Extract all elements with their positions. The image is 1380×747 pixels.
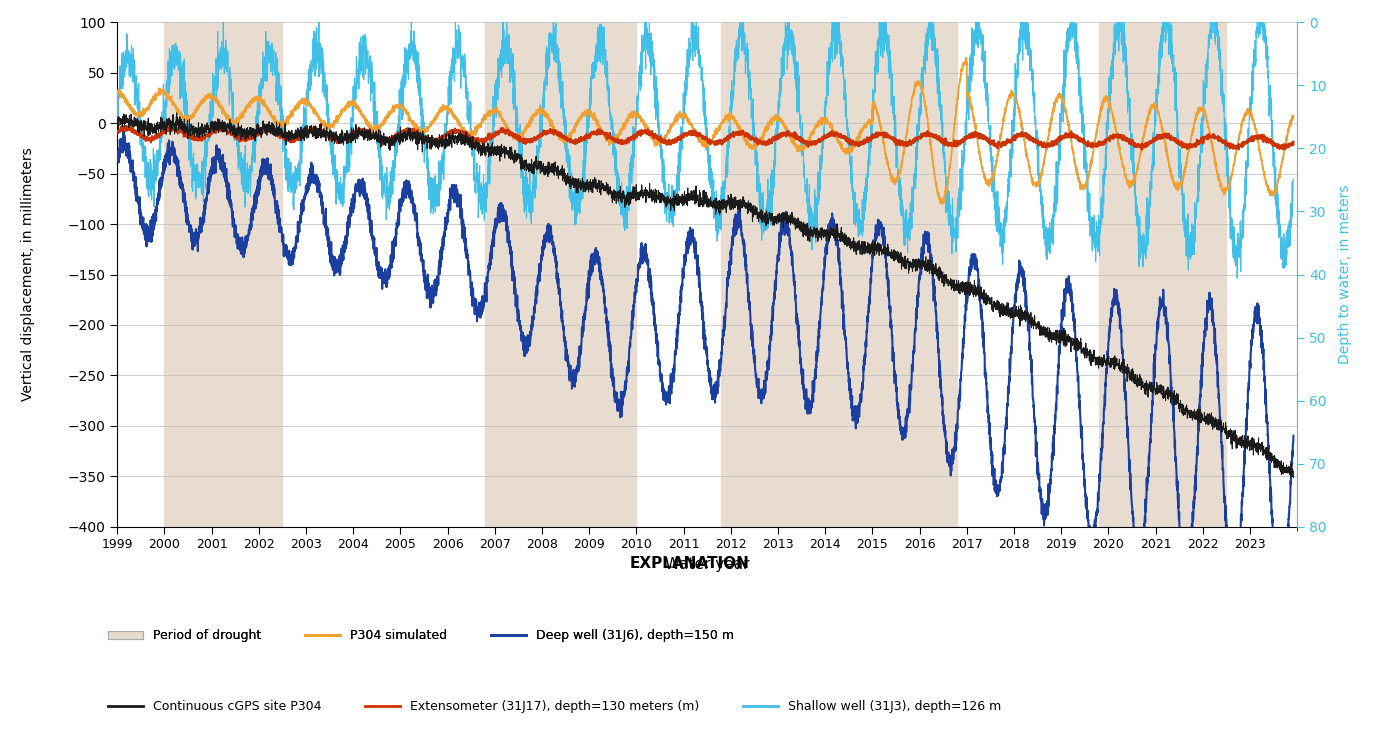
X-axis label: Water year: Water year bbox=[665, 557, 749, 572]
Y-axis label: Depth to water, in meters: Depth to water, in meters bbox=[1337, 185, 1352, 365]
Bar bbox=[722, 22, 958, 527]
Bar bbox=[1098, 22, 1227, 527]
Legend: Period of drought, P304 simulated, Deep well (31J6), depth=150 m: Period of drought, P304 simulated, Deep … bbox=[104, 624, 738, 648]
Text: EXPLANATION: EXPLANATION bbox=[631, 557, 749, 571]
Bar bbox=[486, 22, 636, 527]
Legend: Continuous cGPS site P304, Extensometer (31J17), depth=130 meters (m), Shallow w: Continuous cGPS site P304, Extensometer … bbox=[104, 695, 1006, 719]
Y-axis label: Vertical displacement, in millimeters: Vertical displacement, in millimeters bbox=[21, 148, 34, 401]
Bar bbox=[164, 22, 283, 527]
